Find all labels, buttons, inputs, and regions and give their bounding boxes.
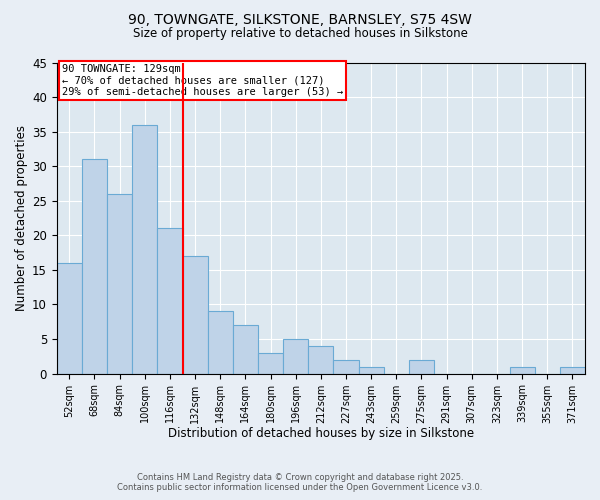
Y-axis label: Number of detached properties: Number of detached properties	[15, 125, 28, 311]
Bar	[359, 366, 384, 374]
Bar	[157, 228, 182, 374]
Text: 90, TOWNGATE, SILKSTONE, BARNSLEY, S75 4SW: 90, TOWNGATE, SILKSTONE, BARNSLEY, S75 4…	[128, 12, 472, 26]
Text: Size of property relative to detached houses in Silkstone: Size of property relative to detached ho…	[133, 28, 467, 40]
Bar	[509, 366, 535, 374]
Bar	[208, 312, 233, 374]
Bar	[308, 346, 334, 374]
X-axis label: Distribution of detached houses by size in Silkstone: Distribution of detached houses by size …	[168, 427, 474, 440]
Text: 90 TOWNGATE: 129sqm
← 70% of detached houses are smaller (127)
29% of semi-detac: 90 TOWNGATE: 129sqm ← 70% of detached ho…	[62, 64, 343, 98]
Bar	[107, 194, 132, 374]
Bar	[334, 360, 359, 374]
Bar	[57, 263, 82, 374]
Bar	[182, 256, 208, 374]
Bar	[132, 124, 157, 374]
Bar	[233, 325, 258, 374]
Bar	[283, 339, 308, 374]
Bar	[560, 366, 585, 374]
Bar	[82, 160, 107, 374]
Text: Contains HM Land Registry data © Crown copyright and database right 2025.
Contai: Contains HM Land Registry data © Crown c…	[118, 473, 482, 492]
Bar	[258, 353, 283, 374]
Bar	[409, 360, 434, 374]
